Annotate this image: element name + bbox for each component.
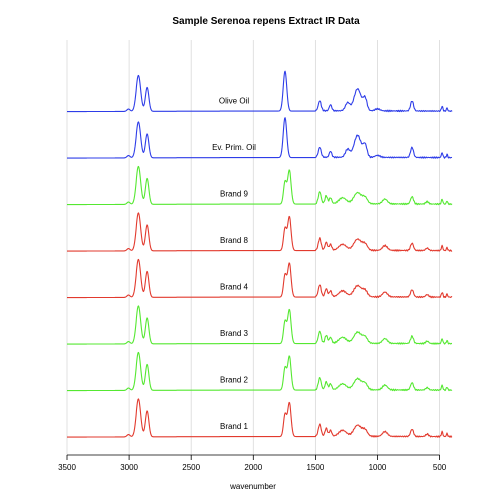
series-line-brand-3 xyxy=(66,305,453,345)
series-label-ev-prim-oil: Ev. Prim. Oil xyxy=(212,143,256,152)
series-line-brand-2 xyxy=(66,351,453,392)
series-line-brand-1 xyxy=(66,398,453,438)
series-label-brand-8: Brand 8 xyxy=(220,236,249,245)
chart-title: Sample Serenoa repens Extract IR Data xyxy=(172,16,360,27)
x-tick-label-3000: 3000 xyxy=(120,463,138,472)
series-line-brand-9 xyxy=(66,165,453,206)
series-label-brand-3: Brand 3 xyxy=(220,329,249,338)
series-line-ev-prim-oil xyxy=(66,117,453,159)
x-tick-label-3500: 3500 xyxy=(58,463,76,472)
x-tick-label-500: 500 xyxy=(433,463,447,472)
x-tick-label-2000: 2000 xyxy=(244,463,262,472)
x-tick-label-1500: 1500 xyxy=(306,463,324,472)
series-group: Olive Oil Ev. Prim. Oil Brand 9 Brand 8 Bran… xyxy=(66,70,453,438)
series-label-brand-1: Brand 1 xyxy=(220,422,249,431)
series-label-brand-2: Brand 2 xyxy=(220,376,249,385)
x-tick-label-2500: 2500 xyxy=(182,463,200,472)
series-line-olive-oil xyxy=(66,70,453,113)
x-tick-label-1000: 1000 xyxy=(369,463,387,472)
series-label-brand-9: Brand 9 xyxy=(220,190,249,199)
series-line-brand-4 xyxy=(66,258,453,299)
series-label-olive-oil: Olive Oil xyxy=(219,97,249,106)
x-axis: 3500 3000 2500 2000 1500 1000 500 xyxy=(58,454,447,472)
series-label-brand-4: Brand 4 xyxy=(220,283,249,292)
series-line-brand-8 xyxy=(66,212,453,252)
x-axis-label: wavenumber xyxy=(229,482,276,491)
